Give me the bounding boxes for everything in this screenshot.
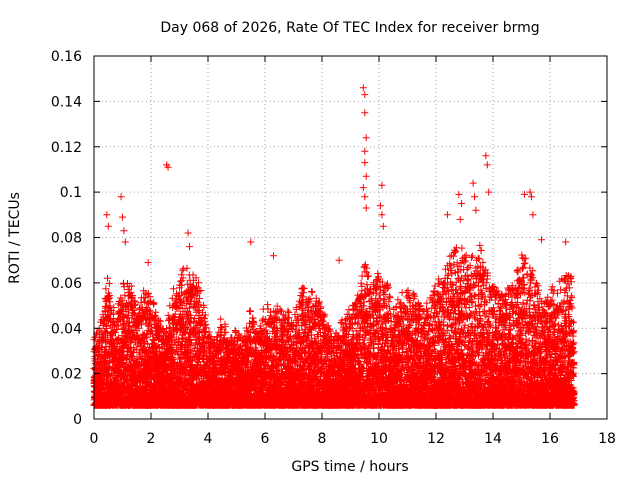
- x-tick-label: 10: [370, 431, 388, 447]
- y-tick-label: 0.14: [51, 94, 82, 110]
- data-markers: [90, 84, 578, 409]
- y-tick-label: 0.08: [51, 231, 82, 247]
- y-tick-label: 0.02: [51, 367, 82, 383]
- x-tick-label: 4: [204, 431, 213, 447]
- y-tick-label: 0.06: [51, 276, 82, 292]
- x-tick-label: 2: [147, 431, 156, 447]
- tick-labels: 0 2 4 6 8 10 12 14 16 18 0 0.02 0.04 0.06 0.08 0.1 0.12 0…: [51, 49, 616, 447]
- x-tick-label: 6: [261, 431, 270, 447]
- x-axis-label: GPS time / hours: [291, 459, 408, 475]
- y-tick-label: 0.04: [51, 321, 82, 337]
- y-tick-label: 0: [73, 412, 82, 428]
- x-tick-label: 0: [90, 431, 99, 447]
- x-tick-label: 18: [598, 431, 616, 447]
- x-tick-label: 12: [427, 431, 445, 447]
- x-tick-label: 14: [484, 431, 502, 447]
- y-tick-label: 0.16: [51, 49, 82, 65]
- chart-title: Day 068 of 2026, Rate Of TEC Index for r…: [160, 20, 539, 36]
- y-axis-label: ROTI / TECUs: [7, 192, 23, 284]
- axis-ticks: [93, 55, 608, 420]
- y-tick-label: 0.1: [60, 185, 82, 201]
- roti-markers: [90, 84, 578, 409]
- x-tick-label: 16: [541, 431, 559, 447]
- y-tick-label: 0.12: [51, 140, 82, 156]
- x-tick-label: 8: [318, 431, 327, 447]
